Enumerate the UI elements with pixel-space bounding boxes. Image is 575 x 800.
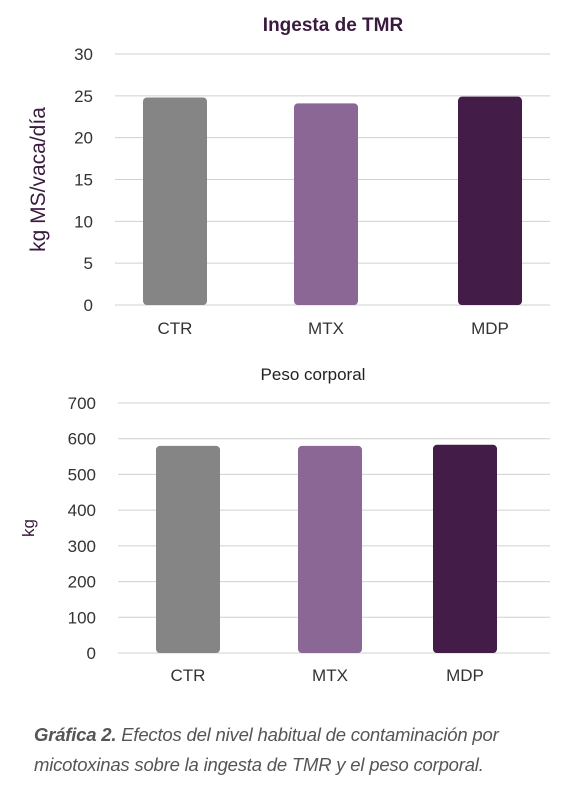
y-tick-label: 100 xyxy=(68,608,96,627)
y-tick-label: 600 xyxy=(68,430,96,449)
caption-text: Efectos del nivel habitual de contaminac… xyxy=(34,724,499,775)
y-tick-label: 10 xyxy=(74,212,93,231)
y-tick-label: 300 xyxy=(68,537,96,556)
y-tick-label: 500 xyxy=(68,465,96,484)
x-category-label: MTX xyxy=(308,319,344,338)
charts-area: 0 5 10 15 20 25 30 CTR MTX MDP Ingesta de TMR kg MS… xyxy=(19,15,550,685)
bar-mtx xyxy=(294,103,358,305)
chart-title: Ingesta de TMR xyxy=(263,15,404,36)
y-axis-label: kg MS/vaca/día xyxy=(27,107,50,252)
y-tick-label: 700 xyxy=(68,394,96,413)
x-category-label: MTX xyxy=(312,666,348,685)
x-category-label: CTR xyxy=(171,666,206,685)
bar-ctr xyxy=(143,97,207,305)
y-tick-label: 0 xyxy=(84,296,93,315)
y-tick-label: 25 xyxy=(74,87,93,106)
bar-mdp xyxy=(433,444,497,653)
bar-mtx xyxy=(298,445,362,653)
y-tick-label: 20 xyxy=(74,129,93,148)
x-category-label: MDP xyxy=(471,319,509,338)
y-axis-label: kg xyxy=(19,519,38,537)
x-category-label: CTR xyxy=(158,319,193,338)
bar-ctr xyxy=(156,445,220,653)
figure-caption: Gráfica 2. Efectos del nivel habitual de… xyxy=(34,720,554,780)
y-tick-label: 0 xyxy=(87,644,96,663)
bar-mdp xyxy=(458,96,522,305)
x-category-label: MDP xyxy=(446,666,484,685)
caption-lead: Gráfica 2. xyxy=(34,724,117,745)
y-tick-label: 30 xyxy=(74,45,93,64)
y-tick-label: 400 xyxy=(68,501,96,520)
y-tick-label: 15 xyxy=(74,171,93,190)
chart-title: Peso corporal xyxy=(261,365,366,384)
y-tick-label: 200 xyxy=(68,573,96,592)
y-tick-label: 5 xyxy=(84,254,93,273)
